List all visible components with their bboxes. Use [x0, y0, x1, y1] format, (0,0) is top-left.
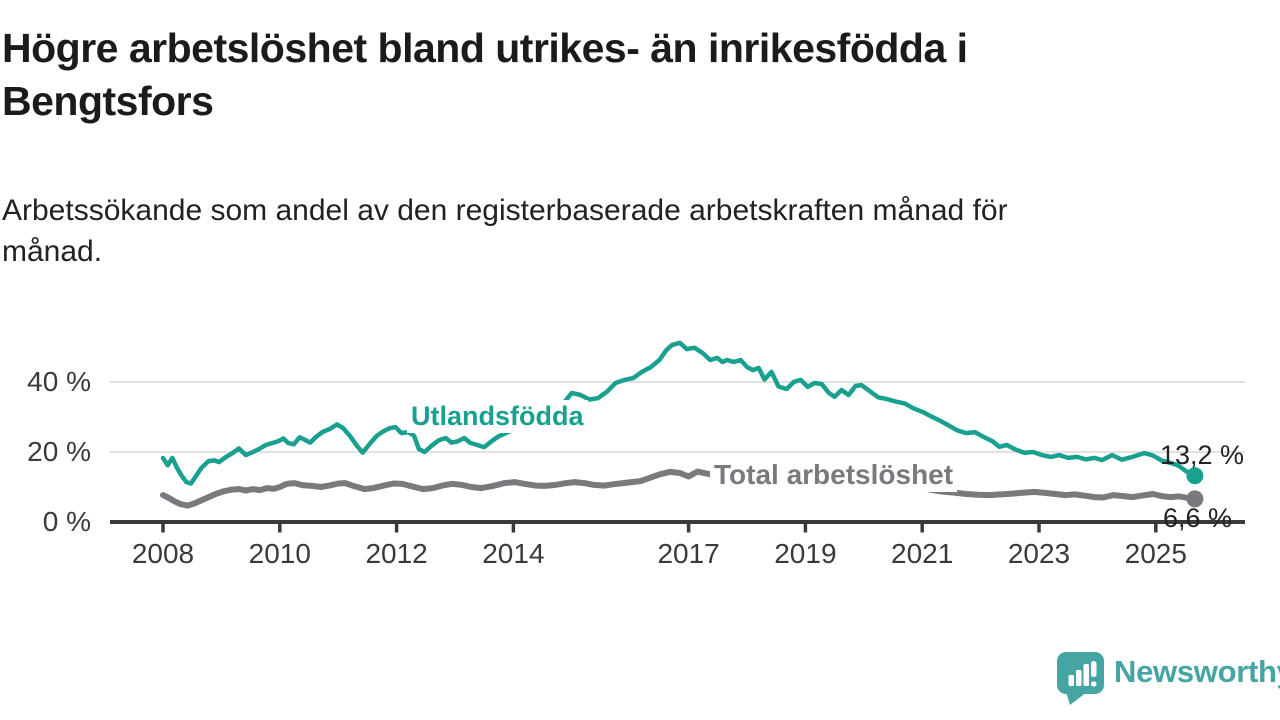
x-tick-label: 2014: [482, 538, 545, 569]
y-tick-label: 40 %: [27, 366, 91, 397]
y-tick-label: 0 %: [42, 506, 91, 537]
x-tick-label: 2021: [891, 538, 954, 569]
series-end-dot-utlandsf-dda: [1186, 467, 1204, 485]
x-tick-label: 2008: [131, 538, 195, 569]
newsworthy-logo-text: Newsworthy: [1114, 654, 1280, 689]
x-tick-label: 2019: [774, 538, 837, 569]
series-end-dot-total-arbetsl-shet: [1186, 490, 1204, 508]
x-tick-label: 2023: [1007, 538, 1071, 569]
series-line-total-arbetsl-shet: [160, 468, 1198, 509]
end-value-label-utlandsfodda: 13,2 %: [1160, 440, 1245, 470]
x-tick-label: 2010: [248, 538, 311, 569]
series-line-utlandsf-dda: [160, 340, 1198, 486]
x-tick-label: 2012: [365, 538, 428, 569]
x-tick-label: 2017: [657, 538, 720, 569]
chart-title-line-1: Högre arbetslöshet bland utrikes- än inr…: [2, 25, 968, 71]
x-tick-label: 2025: [1124, 538, 1187, 569]
y-tick-label: 20 %: [27, 436, 91, 467]
end-value-label-total-arbetsloshet: 6,6 %: [1163, 503, 1233, 533]
chart-title-line-2: Bengtsfors: [2, 78, 214, 124]
chart-subtitle: Arbetssökande som andel av den registerb…: [2, 190, 1008, 272]
series-label-total-arbetsloshet: Total arbetslöshet: [710, 458, 958, 492]
chart-subtitle-line-1: Arbetssökande som andel av den registerb…: [2, 194, 1008, 227]
chart-title: Högre arbetslöshet bland utrikes- än inr…: [2, 22, 968, 128]
chart-subtitle-line-2: månad.: [2, 235, 103, 268]
series-label-utlandsfodda: Utlandsfödda: [407, 400, 588, 433]
newsworthy-logo: Newsworthy: [1056, 650, 1280, 706]
speech-bubble-bar-chart-icon: [1057, 652, 1104, 705]
